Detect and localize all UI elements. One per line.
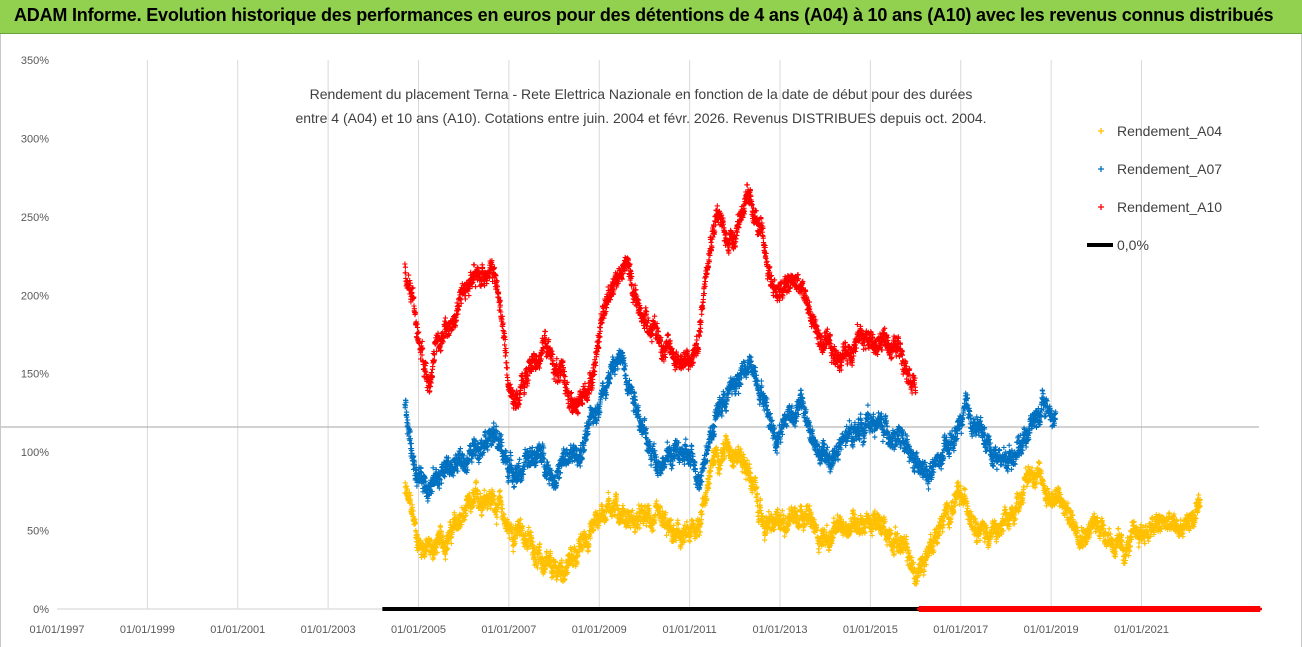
y-tick-label: 50% — [27, 526, 49, 538]
y-tick-label: 350% — [21, 55, 49, 67]
legend-item-Rendement_A10: Rendement_A10 — [1098, 199, 1222, 215]
x-tick-label: 01/01/2005 — [391, 624, 446, 636]
x-tick-label: 01/01/2011 — [663, 624, 717, 636]
y-tick-label: 300% — [21, 133, 49, 145]
chart-frame: 0% 50% 100% 150% 200% 250% 300% 350% 01/01/1997… — [0, 34, 1302, 647]
legend-item-Rendement_A07: Rendement_A07 — [1098, 161, 1222, 177]
scatter-points-Rendement_A04 — [402, 433, 1203, 587]
legend-item-0,0%: 0,0% — [1087, 237, 1149, 253]
series-Rendement_A07 — [402, 347, 1059, 504]
legend-plus-marker — [1098, 166, 1104, 172]
y-tick-label: 100% — [21, 447, 49, 459]
chart-svg: 0% 50% 100% 150% 200% 250% 300% 350% 01/01/1997… — [1, 55, 1262, 636]
chart-series — [402, 182, 1262, 612]
series-zero-markers-A10 — [917, 606, 1262, 612]
legend-item-Rendement_A04: Rendement_A04 — [1098, 123, 1222, 139]
x-tick-label: 01/01/2001 — [210, 624, 265, 636]
zero-markers-A10 — [917, 606, 1262, 612]
x-tick-label: 01/01/2017 — [933, 624, 988, 636]
x-tick-label: 01/01/1997 — [29, 624, 84, 636]
x-tick-label: 01/01/2009 — [572, 624, 627, 636]
chart-title-line2: entre 4 (A04) et 10 ans (A10). Cotations… — [295, 110, 987, 126]
legend-label: Rendement_A04 — [1117, 123, 1222, 139]
legend-plus-marker — [1098, 204, 1104, 210]
y-axis-ticks: 0% 50% 100% 150% 200% 250% 300% 350% — [21, 55, 49, 616]
y-tick-label: 0% — [33, 604, 49, 616]
x-tick-label: 01/01/2013 — [752, 624, 807, 636]
x-tick-label: 01/01/2015 — [843, 624, 898, 636]
legend-label: Rendement_A07 — [1117, 161, 1222, 177]
legend-plus-marker — [1098, 128, 1104, 134]
x-tick-label: 01/01/2019 — [1024, 624, 1079, 636]
series-Rendement_A10 — [402, 182, 919, 417]
title-banner: ADAM Informe. Evolution historique des p… — [0, 0, 1302, 34]
x-tick-label: 01/01/2021 — [1114, 624, 1169, 636]
banner-title: ADAM Informe. Evolution historique des p… — [14, 5, 1274, 25]
y-tick-label: 250% — [21, 212, 49, 224]
chart-legend: Rendement_A04 Rendement_A07 Rendement_A10 0… — [1087, 123, 1222, 253]
y-tick-label: 200% — [21, 290, 49, 302]
chart-title-line1: Rendement du placement Terna - Rete Elet… — [309, 86, 973, 102]
series-Rendement_A04 — [402, 433, 1203, 587]
x-tick-label: 01/01/1999 — [120, 624, 175, 636]
scatter-points-Rendement_A07 — [402, 347, 1059, 504]
x-tick-label: 01/01/2007 — [481, 624, 536, 636]
y-tick-label: 150% — [21, 369, 49, 381]
x-tick-label: 01/01/2003 — [301, 624, 356, 636]
scatter-points-Rendement_A10 — [402, 182, 919, 417]
legend-label: Rendement_A10 — [1117, 199, 1222, 215]
legend-label: 0,0% — [1117, 237, 1149, 253]
x-axis-ticks: 01/01/1997 01/01/1999 01/01/2001 01/01/2003… — [29, 624, 1169, 636]
